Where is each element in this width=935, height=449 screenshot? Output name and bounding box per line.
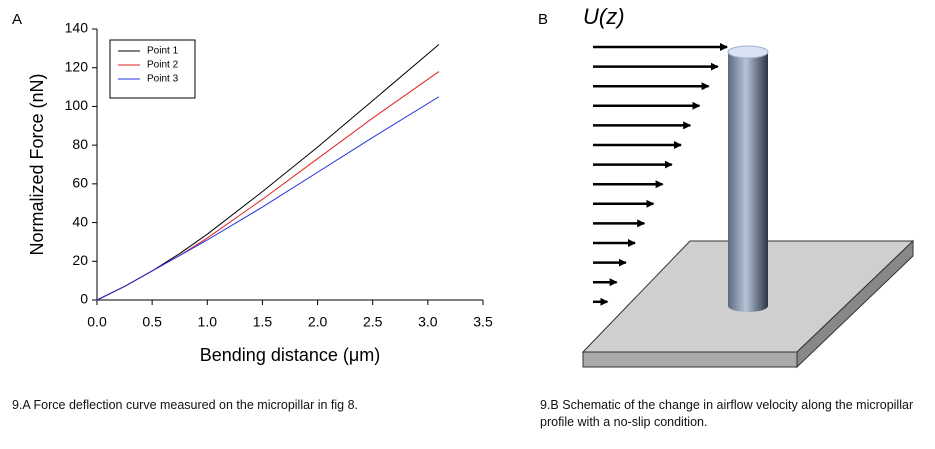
y-tick-label: 0 bbox=[80, 291, 88, 307]
y-tick-label: 80 bbox=[72, 136, 88, 152]
x-tick-label: 2.0 bbox=[308, 314, 328, 330]
pillar-top bbox=[727, 45, 769, 59]
caption: 9.B Schematic of the change in airflow v… bbox=[540, 398, 914, 429]
y-tick-label: 20 bbox=[72, 252, 88, 268]
x-tick-label: 3.0 bbox=[418, 314, 438, 330]
panel-label: B bbox=[538, 11, 548, 28]
y-axis-label: Normalized Force (nN) bbox=[27, 73, 47, 255]
y-tick-label: 140 bbox=[65, 20, 89, 36]
caption: 9.A Force deflection curve measured on t… bbox=[12, 398, 359, 412]
panel-label: A bbox=[12, 11, 22, 28]
legend-box bbox=[109, 39, 196, 99]
series-line bbox=[96, 71, 440, 301]
y-tick-label: 120 bbox=[65, 58, 89, 74]
y-tick-label: 100 bbox=[65, 97, 89, 113]
platform-front bbox=[582, 351, 798, 368]
series-line bbox=[96, 96, 440, 301]
legend-label: Point 1 bbox=[147, 46, 179, 57]
x-tick-label: 0.0 bbox=[87, 314, 107, 330]
x-tick-label: 0.5 bbox=[142, 314, 162, 330]
y-tick-label: 60 bbox=[72, 175, 88, 191]
x-tick-label: 1.5 bbox=[253, 314, 273, 330]
pillar bbox=[728, 52, 768, 312]
platform-side bbox=[796, 239, 914, 369]
velocity-arrows bbox=[593, 43, 728, 306]
velocity-label: U(z) bbox=[583, 4, 625, 29]
x-axis-label: Bending distance (μm) bbox=[200, 345, 380, 365]
x-tick-label: 1.0 bbox=[198, 314, 218, 330]
y-tick-label: 40 bbox=[72, 213, 88, 229]
legend-label: Point 2 bbox=[147, 60, 179, 71]
x-tick-label: 3.5 bbox=[473, 314, 493, 330]
legend-label: Point 3 bbox=[147, 74, 179, 85]
x-tick-label: 2.5 bbox=[363, 314, 383, 330]
